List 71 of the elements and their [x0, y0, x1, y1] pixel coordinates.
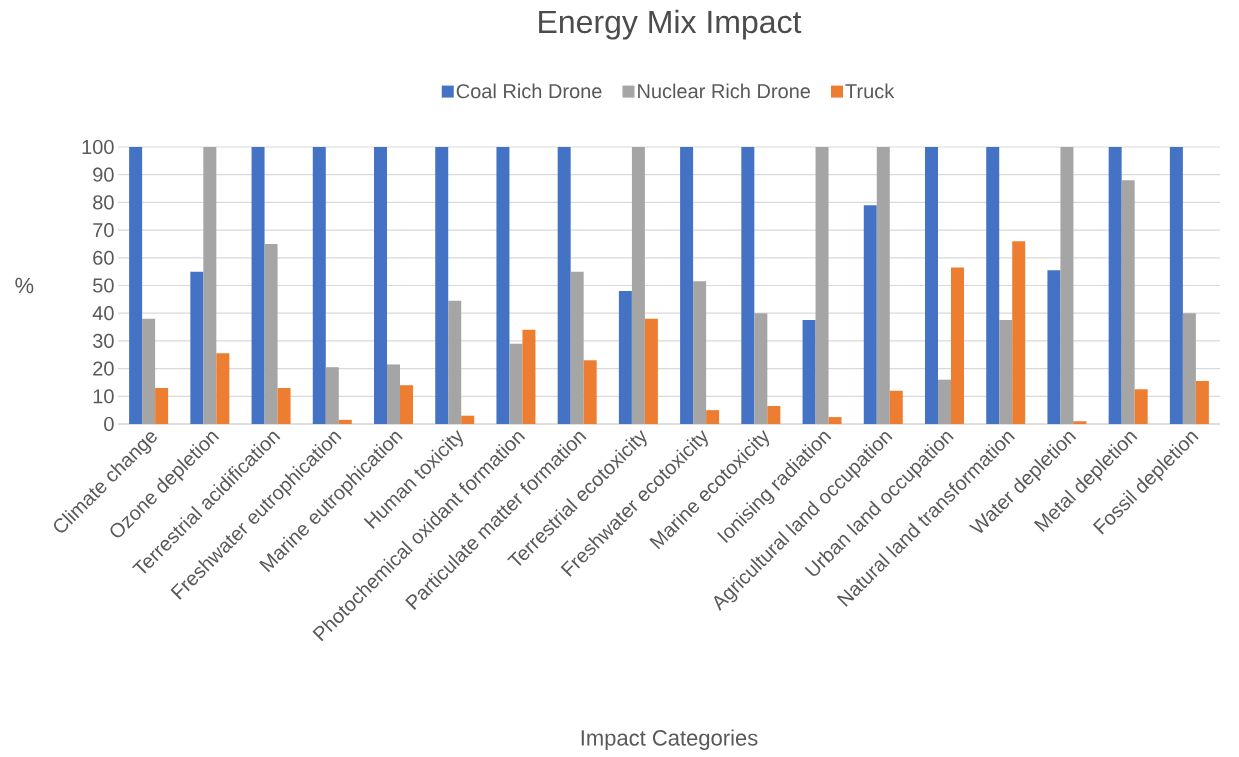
bar	[387, 364, 401, 424]
bar	[264, 243, 278, 424]
y-tick-label: 100	[82, 139, 114, 155]
bar	[986, 146, 1000, 424]
bar	[557, 146, 571, 424]
chart-title: Energy Mix Impact	[539, 9, 802, 40]
bar	[1012, 241, 1026, 424]
y-tick-label: 10	[93, 389, 114, 404]
y-tick-label: 90	[93, 167, 114, 182]
bar	[461, 415, 475, 424]
bar	[374, 146, 388, 424]
bar	[741, 146, 755, 424]
bar	[277, 387, 291, 424]
bar	[999, 320, 1013, 424]
bar	[1182, 313, 1196, 424]
bar	[129, 146, 143, 424]
y-tick-label: 0	[104, 416, 114, 432]
bar	[950, 267, 964, 424]
bar	[496, 146, 510, 424]
bar	[618, 291, 632, 424]
y-tick-label: 80	[93, 195, 114, 210]
y-tick-label: 20	[93, 361, 114, 376]
bar	[1060, 146, 1074, 424]
bar	[251, 146, 265, 424]
y-axis-title: %	[15, 277, 34, 294]
bar	[435, 146, 449, 424]
legend-label: Truck	[845, 83, 895, 99]
bar	[644, 318, 658, 424]
bar	[325, 367, 339, 424]
bar	[448, 300, 462, 424]
bar	[190, 271, 204, 424]
bar	[631, 146, 645, 424]
legend-label: Coal Rich Drone	[456, 83, 602, 99]
bar	[338, 419, 352, 424]
bar	[693, 281, 707, 424]
y-tick-label: 70	[93, 223, 114, 238]
bar	[680, 146, 694, 424]
bar	[522, 329, 536, 424]
bar	[863, 205, 877, 424]
bar	[754, 313, 768, 424]
bar	[509, 343, 523, 424]
bar	[583, 360, 597, 424]
bar	[828, 417, 842, 424]
y-tick-label: 40	[92, 306, 114, 321]
y-tick-label: 30	[93, 333, 114, 348]
bar	[570, 271, 584, 424]
bar	[1073, 421, 1087, 424]
y-tick-label: 60	[93, 250, 114, 265]
bar	[767, 405, 781, 424]
bar	[400, 385, 413, 424]
bar	[142, 318, 156, 424]
bar	[1121, 180, 1135, 424]
bar	[815, 146, 829, 424]
bar	[312, 146, 326, 424]
bar	[1195, 381, 1209, 424]
y-tick-label: 50	[93, 278, 114, 293]
bar	[924, 146, 938, 424]
bar	[938, 379, 951, 424]
legend-label: Nuclear Rich Drone	[638, 83, 811, 99]
bar	[802, 320, 816, 424]
bar	[1108, 146, 1122, 424]
x-axis-title: Impact Categories	[581, 729, 758, 751]
bar	[1169, 146, 1183, 424]
bar	[1134, 389, 1148, 424]
bar	[203, 146, 217, 424]
bar	[706, 410, 720, 424]
bar	[876, 146, 890, 424]
bar	[889, 390, 903, 424]
bar	[1047, 270, 1061, 424]
bar	[216, 353, 230, 424]
bar	[155, 387, 169, 424]
